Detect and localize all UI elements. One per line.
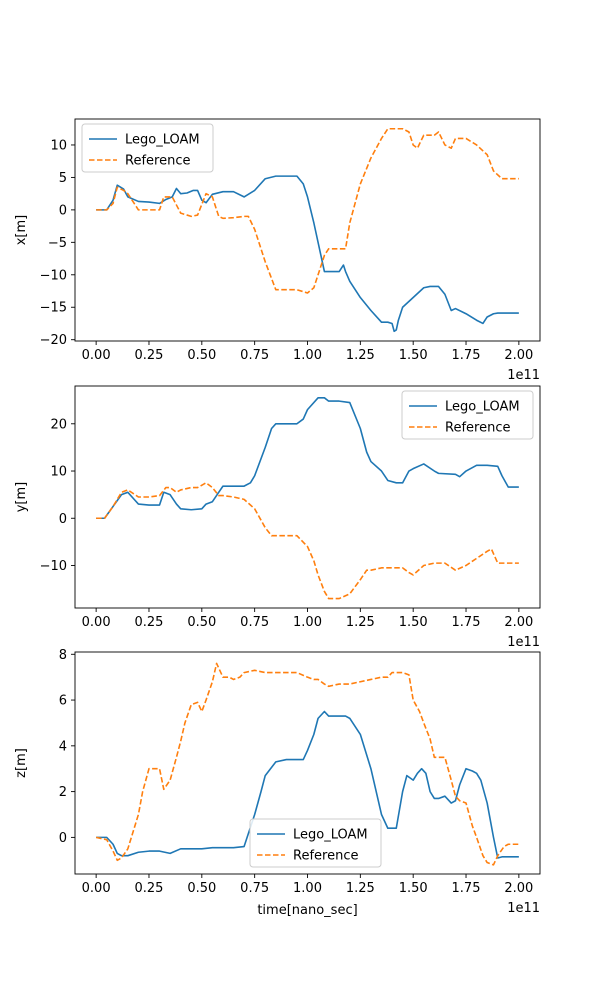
x-tick-label: 2.00 [504, 881, 533, 896]
y-tick-label: −20 [40, 333, 67, 348]
x-tick-label: 0.50 [187, 615, 216, 630]
series-line-reference [95, 662, 519, 866]
y-tick-label: 5 [59, 171, 67, 186]
legend-label: Reference [125, 154, 190, 169]
x-tick-label: 1.00 [293, 348, 322, 363]
legend-label: Reference [293, 849, 358, 864]
y-tick-label: 4 [59, 739, 67, 754]
y-axis-label: y[m] [14, 482, 29, 513]
legend: Lego_LOAM Reference [249, 818, 382, 868]
chart-panel-2: 0.00 0.25 0.50 0.75 1.00 1.25 1.50 1.75 2.00 −10 0… [14, 385, 541, 650]
y-tick-label: 10 [50, 465, 67, 480]
y-tick-label: 10 [50, 138, 67, 153]
y-tick-label: −10 [40, 559, 67, 574]
x-tick-label: 0.00 [82, 348, 111, 363]
x-tick-label: 0.75 [240, 615, 269, 630]
legend-label: Reference [445, 421, 510, 436]
series-line-lego-loam [96, 710, 519, 859]
y-tick-label: 20 [50, 417, 67, 432]
y-tick-label: 6 [59, 694, 67, 709]
series-line-reference [96, 482, 519, 600]
x-tick-label: 0.75 [240, 881, 269, 896]
x-tick-label: 0.00 [82, 881, 111, 896]
x-offset-text: 1e11 [507, 635, 540, 650]
x-tick-label: 1.75 [452, 881, 481, 896]
y-axis-label: x[m] [14, 215, 29, 246]
y-tick-label: −10 [40, 268, 67, 283]
chart-panel-1: 0.00 0.25 0.50 0.75 1.00 1.25 1.50 1.75 2.00 −20 −… [14, 118, 541, 383]
x-tick-label: 1.25 [346, 615, 375, 630]
x-offset-text: 1e11 [507, 901, 540, 916]
series-line-lego-loam [96, 397, 519, 520]
x-tick-label: 1.25 [346, 881, 375, 896]
x-offset-text: 1e11 [507, 368, 540, 383]
legend: Lego_LOAM Reference [81, 123, 214, 173]
chart-panel-3: 0.00 0.25 0.50 0.75 1.00 1.25 1.50 1.75 2.00 0 2 4 6… [14, 648, 541, 918]
x-tick-label: 0.75 [240, 348, 269, 363]
x-tick-label: 1.50 [399, 881, 428, 896]
x-tick-label: 1.75 [452, 615, 481, 630]
y-tick-label: −5 [48, 236, 67, 251]
legend-label: Lego_LOAM [293, 828, 368, 843]
y-tick-label: 2 [59, 785, 67, 800]
x-tick-label: 0.25 [135, 615, 164, 630]
x-tick-label: 0.25 [135, 348, 164, 363]
x-tick-label: 1.50 [399, 615, 428, 630]
legend: Lego_LOAM Reference [401, 390, 534, 440]
x-tick-label: 1.50 [399, 348, 428, 363]
x-tick-label: 1.00 [293, 881, 322, 896]
x-tick-label: 2.00 [504, 615, 533, 630]
x-tick-label: 0.25 [135, 881, 164, 896]
x-tick-label: 1.25 [346, 348, 375, 363]
x-tick-label: 0.50 [187, 881, 216, 896]
x-tick-label: 1.75 [452, 348, 481, 363]
y-tick-label: 8 [59, 648, 67, 663]
x-tick-label: 0.00 [82, 615, 111, 630]
y-tick-label: 0 [59, 512, 67, 527]
y-tick-label: −15 [40, 301, 67, 316]
y-tick-label: 0 [59, 831, 67, 846]
y-tick-label: 0 [59, 203, 67, 218]
legend-label: Lego_LOAM [125, 133, 200, 148]
series-line-reference [96, 127, 519, 294]
series-line-lego-loam [96, 175, 519, 333]
y-axis-label: z[m] [14, 748, 29, 778]
x-tick-label: 2.00 [504, 348, 533, 363]
x-tick-label: 0.50 [187, 348, 216, 363]
x-tick-label: 1.00 [293, 615, 322, 630]
x-axis-label: time[nano_sec] [257, 903, 357, 918]
legend-label: Lego_LOAM [445, 400, 520, 415]
